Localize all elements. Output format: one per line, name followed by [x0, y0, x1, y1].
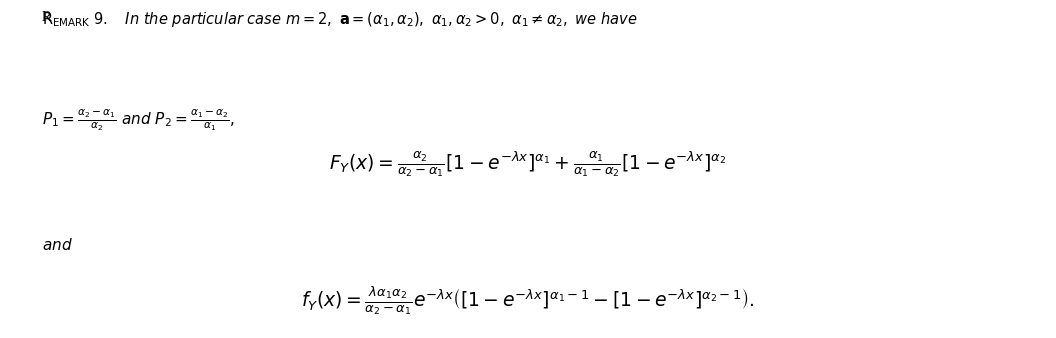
Text: $\mathit{and}$: $\mathit{and}$ [42, 237, 73, 252]
Text: $P_1=\frac{\alpha_2-\alpha_1}{\alpha_2}\ \mathit{and}\ P_2=\frac{\alpha_1-\alpha: $P_1=\frac{\alpha_2-\alpha_1}{\alpha_2}\… [42, 108, 235, 133]
Text: R: R [42, 10, 53, 24]
Text: $f_Y(x)=\frac{\lambda\alpha_1\alpha_2}{\alpha_2-\alpha_1}e^{-\lambda x}\left([1-: $f_Y(x)=\frac{\lambda\alpha_1\alpha_2}{\… [301, 284, 755, 317]
Text: $\mathrm{R}_\mathrm{EMARK}\ 9.\quad \mathit{In\ the\ particular\ case}\ m=2,\ \m: $\mathrm{R}_\mathrm{EMARK}\ 9.\quad \mat… [42, 10, 638, 29]
Text: $F_Y(x)=\frac{\alpha_2}{\alpha_2-\alpha_1}[1-e^{-\lambda x}]^{\alpha_1}+\frac{\a: $F_Y(x)=\frac{\alpha_2}{\alpha_2-\alpha_… [329, 149, 727, 179]
